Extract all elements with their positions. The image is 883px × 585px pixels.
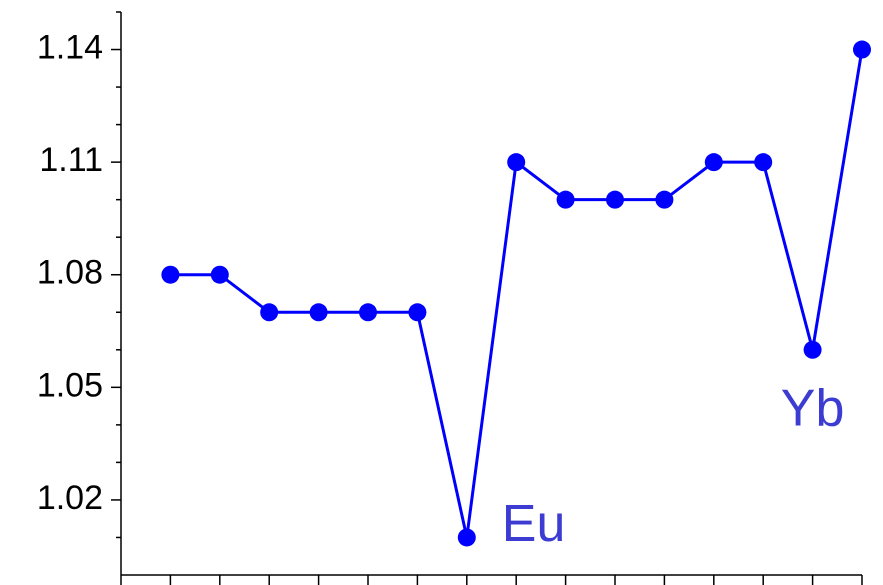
point (606, 190, 624, 209)
y-tick-label: 1.14 (37, 29, 103, 67)
point (803, 340, 822, 359)
y-tick-label: 1.05 (37, 366, 103, 404)
annotation: Yb (781, 380, 845, 438)
point (754, 153, 773, 172)
y-tick-label: 1.11 (39, 141, 103, 179)
point (556, 190, 575, 209)
point (161, 265, 180, 284)
point (309, 303, 328, 322)
point (210, 265, 229, 284)
point (260, 303, 279, 322)
point (359, 303, 377, 322)
y-tick-label: 1.02 (37, 479, 103, 517)
point (408, 303, 427, 322)
point (704, 153, 723, 172)
line (170, 49, 864, 538)
point (853, 40, 871, 59)
point (507, 153, 526, 172)
point (457, 528, 476, 547)
point (655, 190, 674, 209)
annotation: Eu (502, 495, 566, 553)
y-tick-label: 1.08 (37, 254, 103, 292)
